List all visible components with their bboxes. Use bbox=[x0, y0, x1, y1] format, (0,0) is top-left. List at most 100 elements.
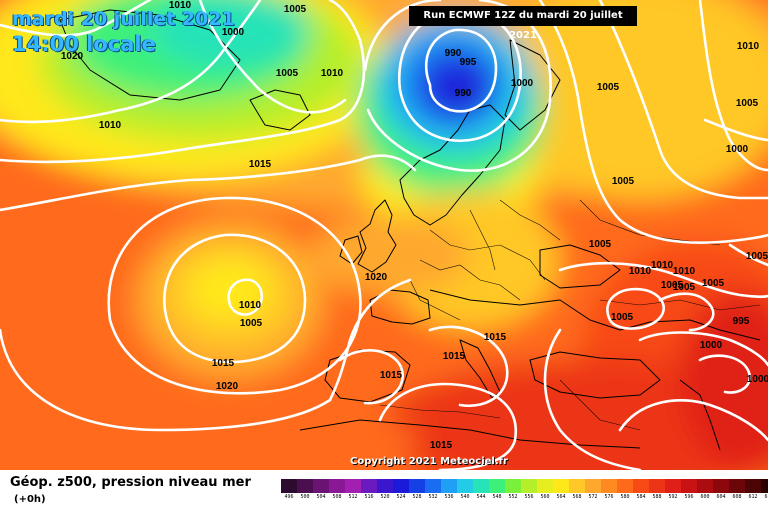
legend-panel: Géop. z500, pression niveau mer (+0h) 49… bbox=[0, 470, 768, 512]
scale-step: 556 bbox=[520, 479, 538, 500]
scale-swatch bbox=[728, 479, 746, 493]
scale-tick-label: 560 bbox=[540, 494, 550, 500]
scale-tick-label: 580 bbox=[620, 494, 630, 500]
scale-step: 500 bbox=[296, 479, 314, 500]
isobar-label: 1015 bbox=[484, 332, 507, 343]
scale-step: 516 bbox=[360, 479, 378, 500]
scale-tick-label: 516 bbox=[364, 494, 374, 500]
legend-subtitle: (+0h) bbox=[14, 494, 46, 505]
isobar-label: 1005 bbox=[589, 239, 612, 250]
isobar-label: 1005 bbox=[661, 280, 684, 291]
isobar-label: 1000 bbox=[700, 340, 723, 351]
isobar-label: 1015 bbox=[212, 358, 235, 369]
scale-step: 512 bbox=[344, 479, 362, 500]
scale-tick-label: 604 bbox=[716, 494, 726, 500]
scale-swatch bbox=[408, 479, 426, 493]
scale-swatch bbox=[616, 479, 634, 493]
scale-swatch bbox=[344, 479, 362, 493]
scale-step: 532 bbox=[424, 479, 442, 500]
scale-tick-label: 504 bbox=[316, 494, 326, 500]
isobar-label: 1005 bbox=[597, 82, 620, 93]
scale-tick-label: 528 bbox=[412, 494, 422, 500]
isobar-label: 1005 bbox=[611, 312, 634, 323]
color-scale: 496 500 504 508 512 516 520 524 528 532 536 540 544 5… bbox=[280, 479, 768, 500]
isobar-label: 1010 bbox=[169, 0, 192, 11]
scale-swatch bbox=[376, 479, 394, 493]
scale-tick-label: 548 bbox=[492, 494, 502, 500]
scale-step: 580 bbox=[616, 479, 634, 500]
scale-tick-label: 588 bbox=[652, 494, 662, 500]
scale-tick-label: 564 bbox=[556, 494, 566, 500]
scale-swatch bbox=[648, 479, 666, 493]
copyright-text: Copyright 2021 Meteociel.fr bbox=[350, 456, 508, 467]
scale-step: 592 bbox=[664, 479, 682, 500]
scale-step: 528 bbox=[408, 479, 426, 500]
scale-swatch bbox=[632, 479, 650, 493]
scale-swatch bbox=[440, 479, 458, 493]
isobar-label: 1015 bbox=[249, 159, 272, 170]
scale-swatch bbox=[536, 479, 554, 493]
scale-tick-label: 540 bbox=[460, 494, 470, 500]
scale-tick-label: 508 bbox=[332, 494, 342, 500]
isobar-label: 1010 bbox=[673, 266, 696, 277]
scale-swatch bbox=[296, 479, 314, 493]
run-info: Run ECMWF 12Z du mardi 20 juillet 2021 bbox=[409, 6, 637, 41]
scale-step: 564 bbox=[552, 479, 570, 500]
scale-swatch bbox=[312, 479, 330, 493]
scale-swatch bbox=[712, 479, 730, 493]
isobar-label: 1020 bbox=[216, 381, 239, 392]
isobar-label: 1015 bbox=[380, 370, 403, 381]
isobar-label: 1015 bbox=[430, 440, 453, 451]
scale-swatch bbox=[664, 479, 682, 493]
scale-swatch bbox=[760, 479, 768, 493]
isobar-label: 1015 bbox=[443, 351, 466, 362]
scale-step: 496 bbox=[280, 479, 298, 500]
scale-step: 504 bbox=[312, 479, 330, 500]
scale-step: 568 bbox=[568, 479, 586, 500]
scale-tick-label: 556 bbox=[524, 494, 534, 500]
scale-step: 612 bbox=[744, 479, 762, 500]
scale-step: 588 bbox=[648, 479, 666, 500]
scale-tick-label: 544 bbox=[476, 494, 486, 500]
isobar-label: 1010 bbox=[239, 300, 262, 311]
isobar-label: 1005 bbox=[702, 278, 725, 289]
scale-swatch bbox=[584, 479, 602, 493]
scale-swatch bbox=[328, 479, 346, 493]
isobar-label: 1005 bbox=[746, 251, 768, 262]
isobar-label: 990 bbox=[455, 88, 472, 99]
scale-step: 536 bbox=[440, 479, 458, 500]
scale-swatch bbox=[744, 479, 762, 493]
scale-step: 600 bbox=[696, 479, 714, 500]
scale-swatch bbox=[424, 479, 442, 493]
isobar-label: 1005 bbox=[673, 282, 696, 293]
scale-step: 596 bbox=[680, 479, 698, 500]
scale-swatch bbox=[696, 479, 714, 493]
scale-step: 608 bbox=[728, 479, 746, 500]
isobar-label: 1010 bbox=[651, 260, 674, 271]
borders bbox=[379, 199, 761, 431]
scale-step: 584 bbox=[632, 479, 650, 500]
isobar-label: 1005 bbox=[612, 176, 635, 187]
scale-tick-label: 568 bbox=[572, 494, 582, 500]
isobar-label: 1010 bbox=[629, 266, 652, 277]
isobar-label: 1020 bbox=[61, 51, 84, 62]
scale-tick-label: 576 bbox=[604, 494, 614, 500]
scale-swatch bbox=[568, 479, 586, 493]
scale-swatch bbox=[456, 479, 474, 493]
scale-swatch bbox=[360, 479, 378, 493]
scale-swatch bbox=[280, 479, 298, 493]
scale-tick-label: 592 bbox=[668, 494, 678, 500]
scale-tick-label: 616 bbox=[764, 494, 768, 500]
scale-step: 552 bbox=[504, 479, 522, 500]
scale-step: 540 bbox=[456, 479, 474, 500]
isobar-label: 1010 bbox=[99, 120, 122, 131]
scale-swatch bbox=[504, 479, 522, 493]
scale-tick-label: 500 bbox=[300, 494, 310, 500]
isobar-label: 995 bbox=[733, 316, 750, 327]
local-time: 14:00 locale bbox=[12, 32, 156, 56]
scale-tick-label: 524 bbox=[396, 494, 406, 500]
scale-step: 520 bbox=[376, 479, 394, 500]
scale-swatch bbox=[552, 479, 570, 493]
scale-step: 604 bbox=[712, 479, 730, 500]
